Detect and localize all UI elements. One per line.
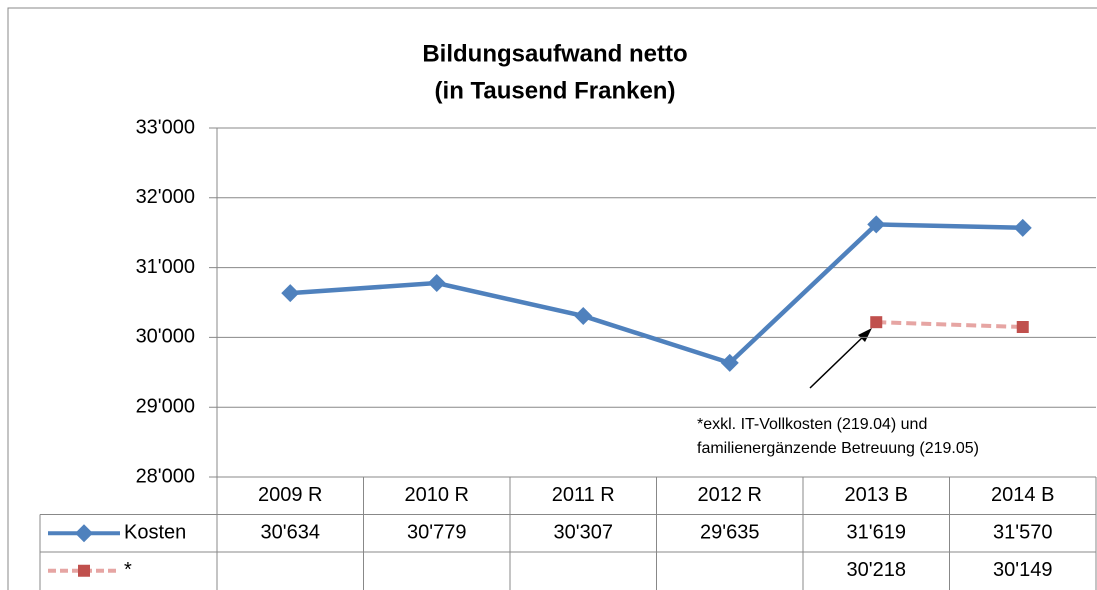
y-tick-label: 28'000	[136, 465, 195, 487]
chart-title: (in Tausend Franken)	[435, 77, 676, 104]
series-line	[876, 320, 1023, 329]
marker	[870, 316, 883, 329]
marker	[720, 353, 739, 372]
marker	[1013, 218, 1032, 237]
data-label: 31'570	[993, 522, 1052, 544]
chart-title: Bildungsaufwand netto	[422, 40, 687, 67]
x-tick-label: 2009 R	[258, 484, 323, 506]
legend-marker	[78, 564, 90, 577]
x-tick-label: 2014 B	[991, 484, 1054, 506]
data-label: 30'307	[554, 522, 613, 544]
data-label: 30'634	[261, 522, 320, 544]
x-tick-label: 2012 R	[698, 484, 763, 506]
data-label: 29'635	[700, 522, 759, 544]
x-tick-label: 2011 R	[552, 484, 615, 506]
y-tick-label: 31'000	[136, 256, 195, 278]
data-label: 30'779	[407, 522, 466, 544]
arrow-head	[858, 328, 872, 342]
legend-marker	[75, 524, 93, 543]
marker	[574, 306, 593, 325]
annotation: *exkl. IT-Vollkosten (219.04) und	[697, 416, 927, 433]
annotation: familienergänzende Betreuung (219.05)	[697, 440, 979, 457]
y-tick-label: 30'000	[136, 326, 195, 348]
annotation-arrow	[809, 333, 867, 389]
chart-border	[7, 7, 1097, 590]
marker	[281, 284, 300, 303]
y-tick-label: 32'000	[136, 186, 195, 208]
y-tick-label: 29'000	[136, 395, 195, 417]
data-label: 31'619	[847, 522, 906, 544]
marker	[1016, 320, 1029, 333]
y-tick-label: 33'000	[136, 116, 195, 138]
legend-label: Kosten	[124, 522, 186, 544]
x-tick-label: 2010 R	[405, 484, 470, 506]
data-label: 30'149	[993, 559, 1052, 581]
series-line	[290, 222, 1023, 366]
data-label: 30'218	[847, 559, 906, 581]
legend-label: *	[124, 559, 132, 581]
marker	[427, 274, 446, 293]
marker	[867, 215, 886, 234]
x-tick-label: 2013 B	[845, 484, 908, 506]
